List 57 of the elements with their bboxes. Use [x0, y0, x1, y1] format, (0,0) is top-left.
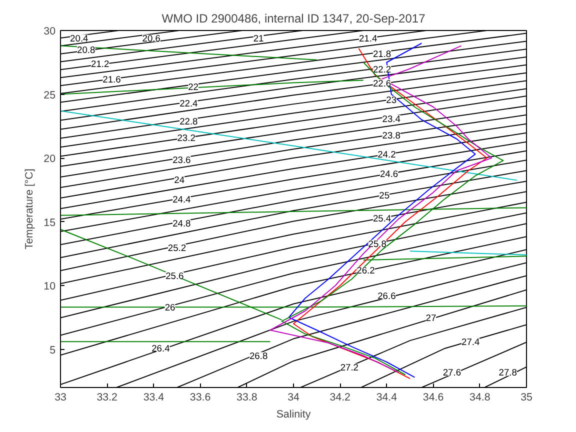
annotation: 20.4	[70, 34, 88, 44]
y-tick-label: 5	[50, 344, 56, 356]
x-tick-label: 33.8	[236, 392, 258, 404]
x-tick-label: 34.6	[422, 392, 444, 404]
x-tick-label: 34.2	[330, 392, 351, 404]
annotation: 27.2	[340, 362, 358, 373]
x-tick-label: 33.4	[143, 392, 164, 404]
annotation: 23	[386, 94, 397, 105]
annotation: 20.8	[77, 45, 96, 56]
annotation: 23.8	[382, 130, 400, 141]
annotation: 26.4	[152, 343, 170, 354]
x-tick-label: 34.8	[470, 392, 490, 404]
x-tick-label: 34	[288, 392, 300, 404]
annotation: 24.4	[172, 194, 191, 204]
annotation: 27.6	[442, 368, 462, 378]
annotation: 25.4	[372, 213, 392, 224]
x-axis-title: Salinity	[276, 408, 312, 420]
annotation: 23.4	[382, 114, 400, 124]
y-tick-label: 20	[44, 153, 56, 165]
annotation: 24.6	[380, 168, 398, 179]
annotation: 22	[188, 82, 199, 92]
y-tick-label: 30	[44, 26, 56, 38]
y-axis-title: Temperature [°C]	[24, 168, 36, 250]
x-tick-label: 33.6	[190, 392, 211, 404]
annotation: 23.6	[172, 154, 191, 165]
annotation: 22.8	[180, 116, 198, 127]
annotation: 20.6	[142, 34, 160, 44]
annotation: 21.8	[372, 48, 392, 59]
annotation: 26.2	[356, 266, 375, 276]
annotation: 25	[379, 190, 390, 200]
annotation: 24	[174, 175, 185, 186]
annotation: 21.2	[91, 59, 110, 70]
annotation: 22.2	[372, 64, 392, 74]
annotation: 27	[426, 312, 436, 323]
annotation: 21.4	[358, 34, 378, 44]
x-tick-label: 35	[520, 392, 532, 404]
annotation: 21	[253, 34, 264, 44]
annotation: 22.4	[180, 98, 198, 109]
y-tick-label: 10	[44, 280, 56, 292]
annotation: 26	[164, 302, 176, 313]
annotation: 26.8	[249, 351, 268, 362]
y-tick-label: 25	[44, 89, 56, 102]
annotation: 26.6	[378, 291, 396, 302]
annotation: 24.8	[172, 218, 191, 229]
annotation: 23.2	[177, 133, 196, 144]
chart-title: WMO ID 2900486, internal ID 1347, 20-Sep-2017	[162, 12, 426, 26]
x-tick-label: 33.2	[96, 392, 118, 404]
annotation: 25.6	[166, 270, 184, 281]
annotation: 25.8	[368, 238, 386, 249]
annotation: 25.2	[168, 242, 186, 253]
annotation: 27.4	[462, 337, 480, 348]
annotation: 21.6	[102, 74, 121, 84]
annotation: 27.8	[498, 368, 517, 378]
x-tick-label: 33	[54, 392, 66, 404]
y-tick-label: 15	[44, 216, 56, 229]
x-tick-label: 34.4	[376, 392, 398, 404]
annotation: 24.2	[378, 150, 396, 160]
